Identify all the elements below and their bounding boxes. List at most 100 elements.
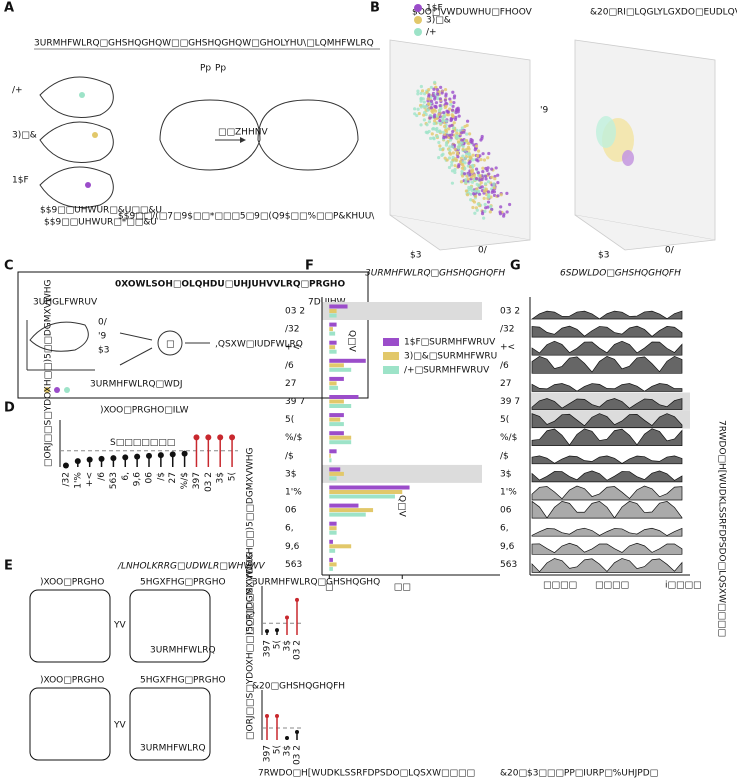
cell-dot	[479, 158, 483, 162]
group-label: 3)□&	[12, 131, 37, 141]
pp: Pp	[215, 64, 226, 74]
cell-dot	[488, 210, 492, 214]
cell-dot	[427, 120, 432, 124]
cell-dot	[490, 167, 494, 171]
ns: Q□V	[397, 495, 407, 518]
point	[265, 629, 269, 634]
cell-dot	[451, 151, 455, 155]
cell-dot	[445, 158, 449, 162]
cell-dot	[438, 118, 442, 123]
cell-dot	[457, 164, 461, 169]
ns: Q□V	[347, 330, 357, 353]
cell-dot	[435, 134, 439, 139]
bar	[329, 566, 333, 571]
g-xtick: □□□□	[595, 581, 629, 591]
e-title: /LNHOLKRRG□UDWLR□WHVWV	[117, 562, 265, 572]
note: $$9□□UHWUR□&U□□&U	[40, 206, 162, 216]
cell-dot	[439, 85, 443, 90]
cell-dot	[481, 169, 485, 174]
category-label: 39 7	[285, 397, 305, 407]
panel-letter: D	[4, 401, 15, 416]
cell-dot	[422, 100, 426, 104]
cell-dot	[451, 104, 455, 108]
cell-dot	[490, 207, 494, 211]
cell-dot	[431, 93, 435, 98]
cell-dot	[467, 161, 471, 165]
cell-dot	[446, 109, 450, 113]
cell-dot	[492, 186, 496, 190]
cell-dot	[440, 91, 444, 95]
axis-label: $3	[598, 251, 609, 261]
cell-dot	[475, 208, 479, 212]
x-tick-label: 3$	[216, 472, 226, 483]
cell-dot	[472, 173, 477, 177]
ridge	[531, 398, 683, 410]
cell-dot	[437, 140, 441, 145]
category-label: 27	[500, 379, 511, 389]
predictors: 3UHGLFWRUV	[33, 298, 98, 308]
cell-dot	[441, 119, 445, 123]
cell-dot	[417, 111, 421, 116]
cell-dot	[422, 118, 426, 122]
cell-dot	[453, 164, 457, 168]
point	[86, 456, 93, 463]
point	[193, 434, 200, 441]
cell-dot	[466, 152, 471, 156]
x-tick-label: 563	[109, 472, 119, 489]
cell-dot	[442, 124, 447, 129]
cell-dot	[491, 189, 495, 193]
cell-dot	[482, 216, 486, 220]
g-xtick: i□□□□	[665, 581, 702, 591]
cell-dot	[464, 180, 468, 184]
axis-label: 0/	[98, 318, 108, 328]
node: □	[166, 340, 175, 350]
x-tick-label: 5(	[273, 745, 283, 754]
category-label: 563	[500, 560, 517, 570]
bar	[329, 562, 337, 567]
legend-label: 3)□&□SURMHFWRU	[404, 352, 497, 362]
cell-dot	[433, 97, 437, 101]
cell-dot	[470, 163, 475, 168]
cell-dot	[447, 156, 452, 160]
bar	[329, 313, 337, 318]
cell-dot	[450, 133, 454, 137]
cell-dot	[448, 138, 453, 142]
proj: 3URMHFWLRQ	[140, 744, 206, 754]
cell-dot	[464, 177, 468, 182]
cell-dot	[429, 99, 434, 103]
category-label: 06	[285, 506, 297, 516]
cell-dot	[475, 177, 479, 181]
cell-dot	[471, 205, 475, 210]
cell-dot	[460, 169, 464, 174]
bar	[329, 331, 336, 336]
category-label: 9,6	[285, 542, 300, 552]
cell-dot	[486, 205, 490, 209]
cell-dot	[499, 205, 503, 209]
point	[229, 434, 236, 441]
x-tick-label: 3$	[283, 640, 293, 651]
bar	[329, 422, 344, 427]
bar	[329, 476, 337, 481]
cell-dot	[451, 129, 455, 134]
cell-dot	[465, 132, 469, 136]
cell-dot	[489, 205, 493, 209]
bar	[329, 381, 337, 386]
cell-dot	[450, 160, 454, 164]
heading: 3URMHFWLRQ□GHSHQGHQW□□GHSHQGHQW□GHOLYHU\…	[34, 39, 374, 49]
point	[62, 462, 69, 469]
cell-dot	[426, 97, 430, 101]
category-label: 27	[285, 379, 296, 389]
point	[295, 730, 299, 734]
threshold-label: S□□□□□□□	[110, 438, 175, 448]
cell-dot	[477, 192, 482, 196]
x-tick-label: /$	[156, 472, 166, 481]
tag	[54, 387, 60, 393]
cell-dot	[487, 192, 491, 196]
cell-dot	[416, 92, 420, 96]
shade	[322, 464, 482, 483]
cell-dot	[435, 126, 439, 131]
cell-dot	[460, 126, 464, 130]
cell-dot	[413, 107, 417, 111]
cell-dot	[465, 139, 469, 143]
bar	[329, 503, 359, 508]
